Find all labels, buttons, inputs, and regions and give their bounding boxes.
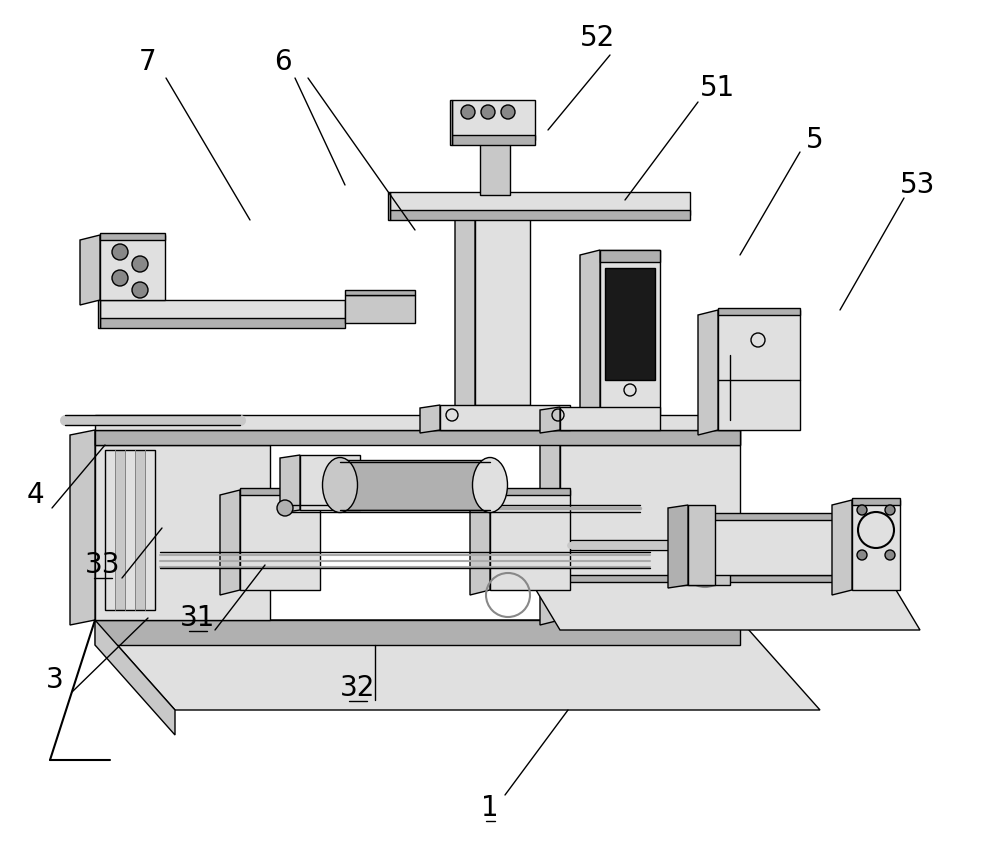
Ellipse shape	[322, 458, 358, 512]
Polygon shape	[80, 235, 100, 305]
Polygon shape	[450, 100, 452, 145]
Text: 53: 53	[900, 171, 936, 199]
Polygon shape	[540, 430, 560, 625]
Polygon shape	[540, 407, 560, 433]
Polygon shape	[95, 415, 740, 430]
Polygon shape	[95, 620, 175, 735]
Polygon shape	[605, 268, 655, 380]
Circle shape	[132, 282, 148, 298]
Polygon shape	[95, 620, 740, 645]
Polygon shape	[475, 195, 530, 410]
Text: 7: 7	[139, 48, 157, 76]
Polygon shape	[345, 290, 415, 295]
Circle shape	[112, 244, 128, 260]
Polygon shape	[455, 195, 475, 415]
Polygon shape	[135, 450, 145, 610]
Polygon shape	[480, 140, 510, 195]
Polygon shape	[115, 450, 125, 610]
Polygon shape	[345, 295, 415, 323]
Polygon shape	[390, 210, 690, 220]
Polygon shape	[98, 300, 100, 328]
Polygon shape	[680, 560, 730, 585]
Polygon shape	[668, 505, 688, 588]
Polygon shape	[698, 310, 718, 435]
Circle shape	[277, 500, 293, 516]
Polygon shape	[240, 488, 320, 495]
Circle shape	[857, 505, 867, 515]
Polygon shape	[600, 250, 660, 415]
Ellipse shape	[473, 458, 508, 512]
Text: 4: 4	[26, 481, 44, 509]
Text: 3: 3	[46, 666, 64, 694]
Text: 52: 52	[580, 24, 616, 52]
Polygon shape	[240, 490, 320, 590]
Polygon shape	[300, 455, 360, 510]
Polygon shape	[125, 450, 135, 610]
Polygon shape	[718, 308, 800, 315]
Text: 32: 32	[340, 674, 376, 702]
Polygon shape	[95, 430, 270, 620]
Polygon shape	[70, 430, 95, 625]
Polygon shape	[470, 490, 490, 595]
Polygon shape	[852, 500, 900, 590]
Polygon shape	[145, 450, 155, 610]
Polygon shape	[100, 300, 345, 323]
Polygon shape	[560, 430, 740, 620]
Polygon shape	[100, 318, 345, 328]
Text: 31: 31	[180, 604, 216, 632]
Polygon shape	[560, 430, 740, 445]
Circle shape	[112, 270, 128, 286]
Polygon shape	[452, 100, 535, 140]
Polygon shape	[452, 135, 535, 145]
Circle shape	[501, 105, 515, 119]
Polygon shape	[390, 192, 690, 215]
Polygon shape	[440, 405, 570, 430]
Text: 33: 33	[85, 551, 121, 579]
Polygon shape	[688, 505, 715, 585]
Circle shape	[885, 550, 895, 560]
Polygon shape	[852, 498, 900, 505]
Polygon shape	[580, 250, 600, 420]
Text: 1: 1	[481, 794, 499, 822]
Circle shape	[885, 505, 895, 515]
Circle shape	[481, 105, 495, 119]
Polygon shape	[340, 460, 490, 510]
Polygon shape	[718, 310, 800, 430]
Polygon shape	[95, 620, 820, 710]
Circle shape	[857, 550, 867, 560]
Polygon shape	[475, 405, 530, 415]
Polygon shape	[105, 450, 115, 610]
Polygon shape	[100, 233, 165, 240]
Polygon shape	[695, 513, 855, 520]
Polygon shape	[100, 235, 165, 300]
Polygon shape	[490, 490, 570, 590]
Polygon shape	[832, 500, 852, 595]
Polygon shape	[220, 490, 240, 595]
Polygon shape	[600, 250, 660, 262]
Circle shape	[461, 105, 475, 119]
Polygon shape	[280, 455, 300, 513]
Text: 5: 5	[806, 126, 824, 154]
Polygon shape	[560, 407, 660, 430]
Text: 51: 51	[700, 74, 736, 102]
Polygon shape	[95, 430, 270, 445]
Polygon shape	[420, 405, 440, 433]
Polygon shape	[388, 192, 390, 220]
Polygon shape	[675, 515, 695, 580]
Polygon shape	[490, 488, 570, 495]
Polygon shape	[695, 515, 855, 575]
Polygon shape	[95, 430, 740, 445]
Polygon shape	[530, 575, 890, 582]
Circle shape	[132, 256, 148, 272]
Polygon shape	[530, 580, 920, 630]
Text: 6: 6	[274, 48, 292, 76]
